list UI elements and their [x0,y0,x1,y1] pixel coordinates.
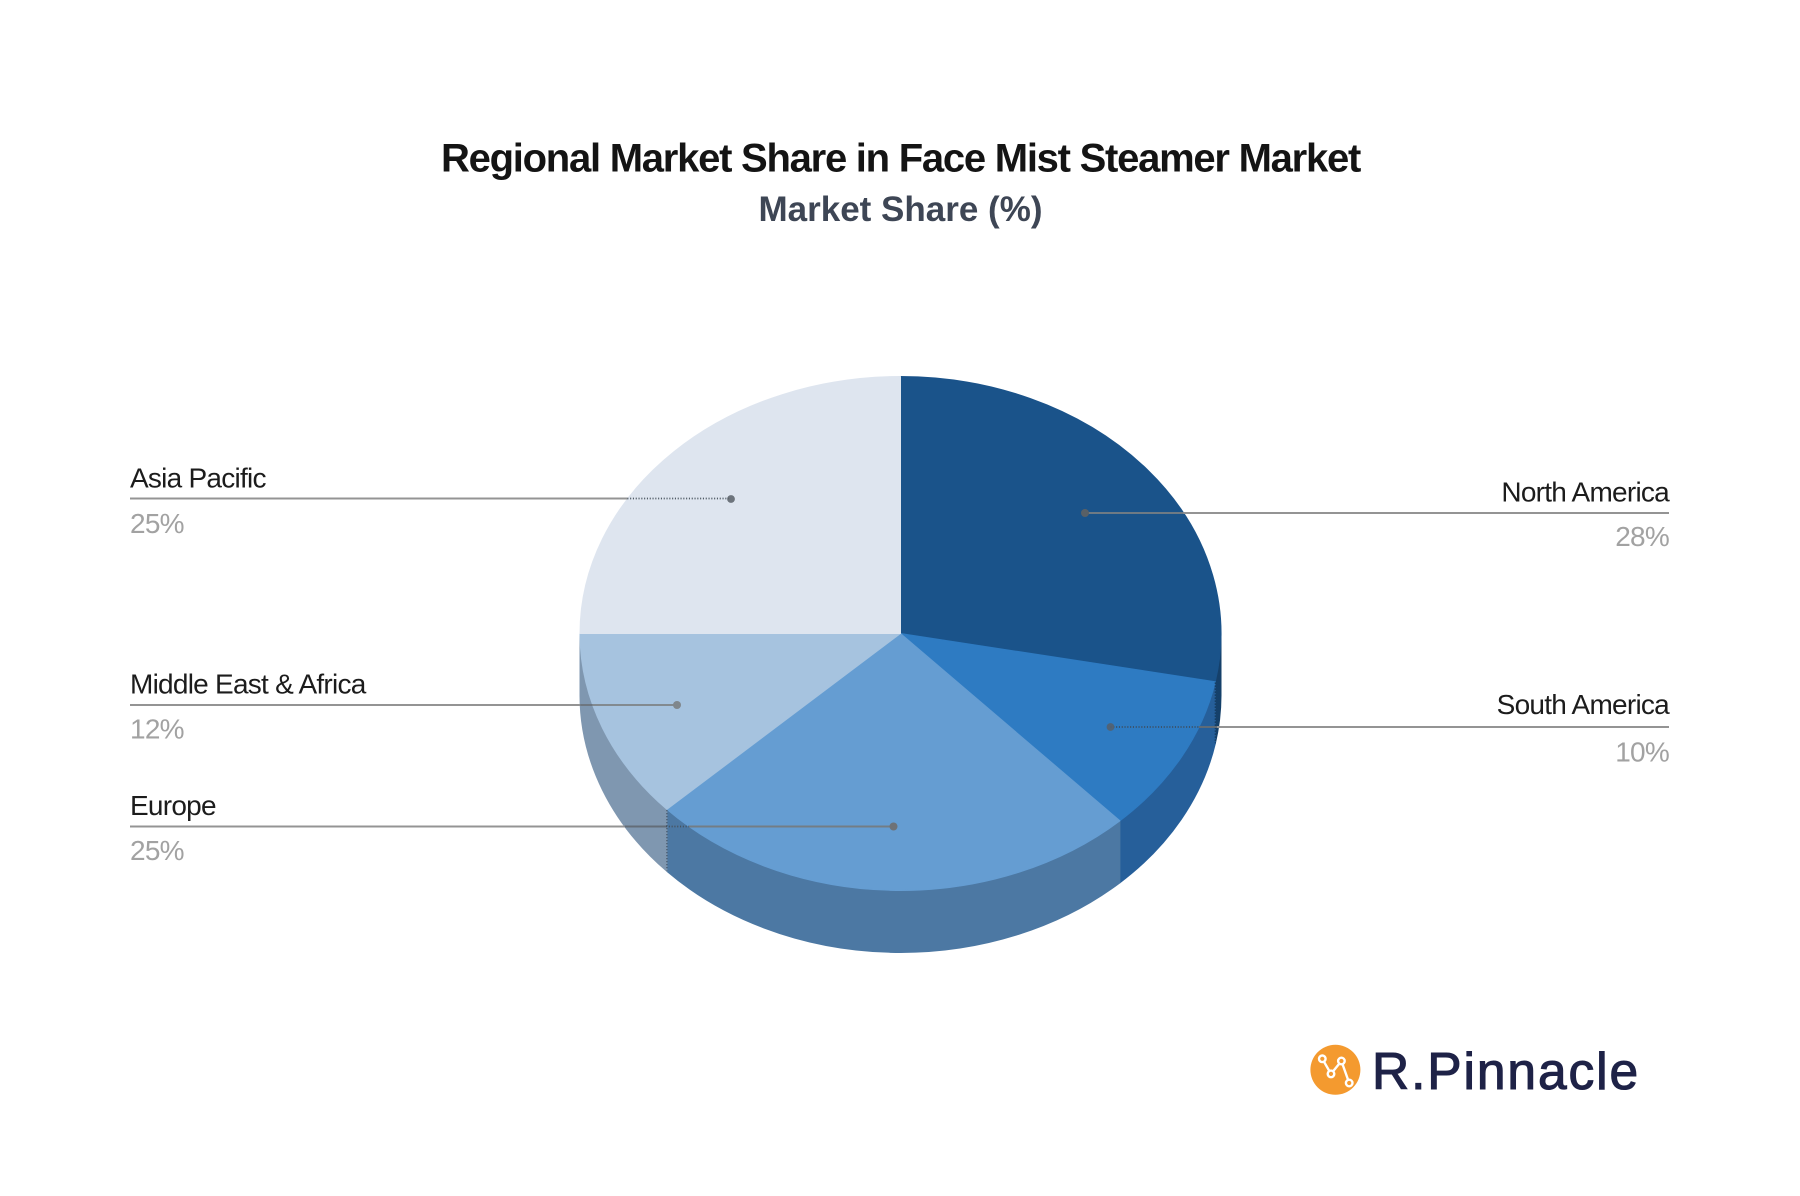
svg-text:25%: 25% [130,835,184,866]
svg-text:North America: North America [1501,477,1670,508]
svg-text:Middle East & Africa: Middle East & Africa [130,669,367,700]
svg-text:Europe: Europe [130,790,216,821]
svg-text:R.Pinnacle: R.Pinnacle [1372,1042,1640,1100]
svg-text:10%: 10% [1615,737,1669,768]
svg-text:South America: South America [1497,689,1671,720]
svg-text:12%: 12% [130,714,184,745]
svg-text:28%: 28% [1615,521,1669,552]
svg-text:Regional Market Share in Face: Regional Market Share in Face Mist Steam… [441,137,1361,181]
svg-text:Market Share (%): Market Share (%) [759,190,1043,229]
svg-text:Asia Pacific: Asia Pacific [130,463,266,494]
svg-text:25%: 25% [130,508,184,539]
